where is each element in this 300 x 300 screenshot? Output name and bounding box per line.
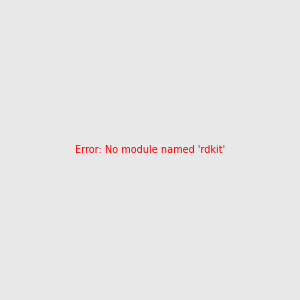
Text: Error: No module named 'rdkit': Error: No module named 'rdkit' — [75, 145, 225, 155]
